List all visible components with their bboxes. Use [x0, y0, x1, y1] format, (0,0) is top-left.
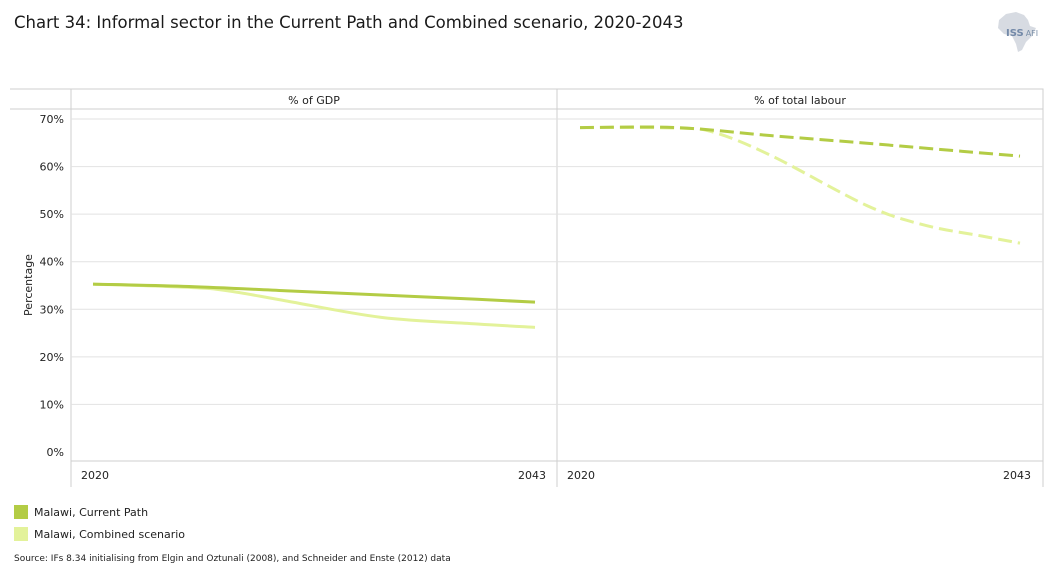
- logo-main-text: ISS: [1006, 28, 1024, 39]
- y-tick-label: 20%: [40, 351, 64, 364]
- y-tick-label: 60%: [40, 161, 64, 174]
- legend-label-current: Malawi, Current Path: [34, 505, 149, 519]
- x-tick-end-labour: 2043: [1003, 469, 1031, 482]
- logo-sub-text: AFI: [1025, 29, 1039, 38]
- y-tick-label: 30%: [40, 303, 64, 316]
- x-tick-start-labour: 2020: [567, 469, 595, 482]
- panel-title-gdp: % of GDP: [288, 94, 340, 107]
- legend-swatch-combined: [14, 527, 28, 541]
- x-tick-end-gdp: 2043: [518, 469, 546, 482]
- y-tick-label: 40%: [40, 256, 64, 269]
- y-tick-label: 50%: [40, 208, 64, 221]
- legend-swatch-current: [14, 505, 28, 519]
- iss-logo: ISS AFI: [1006, 28, 1038, 39]
- gdp-series-current-path: [92, 282, 536, 304]
- y-tick-label: 70%: [40, 113, 64, 126]
- legend-label-combined: Malawi, Combined scenario: [34, 527, 186, 541]
- panel-title-labour: % of total labour: [754, 94, 846, 107]
- labour-series-combined-scenario: [579, 126, 1021, 245]
- y-tick-label: 0%: [47, 446, 64, 459]
- y-axis-label: Percentage: [22, 254, 35, 316]
- legend-item-current: Malawi, Current Path: [14, 502, 185, 522]
- chart-title: Chart 34: Informal sector in the Current…: [14, 13, 684, 32]
- legend: Malawi, Current Path Malawi, Combined sc…: [14, 502, 185, 546]
- series-lines: [92, 125, 1021, 329]
- labour-series-current-path: [579, 125, 1021, 158]
- x-tick-start-gdp: 2020: [81, 469, 109, 482]
- legend-item-combined: Malawi, Combined scenario: [14, 524, 185, 544]
- y-axis-ticks: 0% 10% 20% 30% 40% 50% 60% 70%: [40, 113, 64, 459]
- source-note: Source: IFs 8.34 initialising from Elgin…: [14, 554, 451, 564]
- y-tick-label: 10%: [40, 398, 64, 411]
- africa-map-icon: [998, 12, 1036, 52]
- gridlines: [71, 118, 1043, 405]
- line-chart: % of GDP % of total labour 0% 10% 20% 30% 40…: [10, 88, 1044, 487]
